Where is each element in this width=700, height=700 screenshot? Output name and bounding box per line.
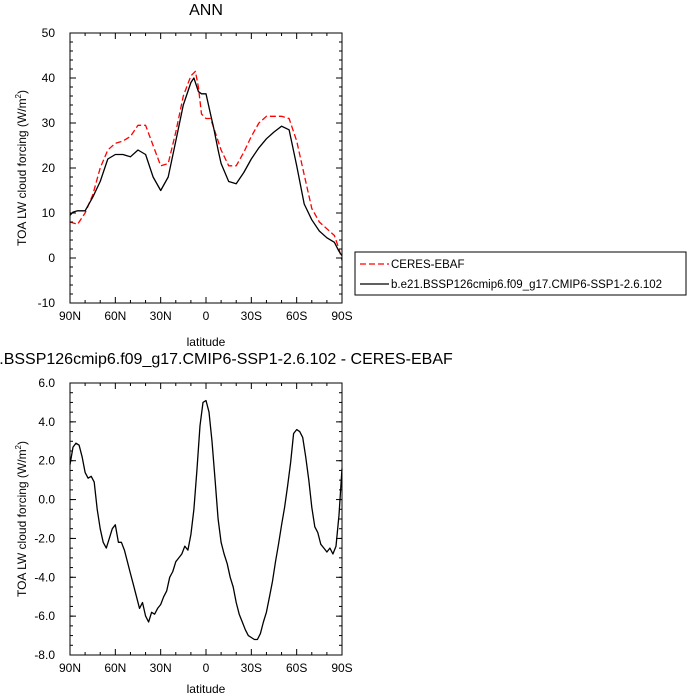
chart-panel-2: b.e21.BSSP126cmip6.f09_g17.CMIP6-SSP1-2.… bbox=[0, 351, 453, 696]
y-tick-label: 0 bbox=[48, 251, 55, 265]
x-tick-label: 90N bbox=[59, 661, 81, 675]
y-tick-label: 6.0 bbox=[38, 376, 55, 390]
x-tick-label: 90S bbox=[331, 309, 352, 323]
x-tick-label: 90N bbox=[59, 309, 81, 323]
x-tick-label: 30N bbox=[150, 661, 172, 675]
y-axis-label-superscript: 2 bbox=[14, 93, 23, 98]
x-tick-label: 30N bbox=[150, 309, 172, 323]
y-tick-label: -8.0 bbox=[34, 648, 55, 662]
series-line-1 bbox=[69, 70, 343, 261]
y-tick-label: 2.0 bbox=[38, 454, 55, 468]
chart-title: b.e21.BSSP126cmip6.f09_g17.CMIP6-SSP1-2.… bbox=[0, 351, 453, 368]
y-tick-label: 4.0 bbox=[38, 415, 55, 429]
legend-label-1: CERES-EBAF bbox=[391, 259, 465, 271]
series-line-2 bbox=[69, 77, 343, 257]
x-tick-label: 60S bbox=[286, 661, 307, 675]
x-tick-label: 60N bbox=[104, 661, 126, 675]
x-tick-label: 0 bbox=[203, 309, 210, 323]
y-tick-label: -2.0 bbox=[34, 531, 55, 545]
x-tick-label: 60N bbox=[104, 309, 126, 323]
x-tick-label: 0 bbox=[203, 661, 210, 675]
legend-label-2: b.e21.BSSP126cmip6.f09_g17.CMIP6-SSP1-2.… bbox=[391, 279, 662, 291]
y-tick-label: -6.0 bbox=[34, 609, 55, 623]
x-axis-label: latitude bbox=[187, 682, 226, 696]
y-axis-label: TOA LW cloud forcing (W/m2) bbox=[14, 441, 29, 597]
chart-panel-1: ANN 90N 60N 30N 0 30S 60S 90S -10 0 10 20 30 40 50 lati… bbox=[14, 2, 687, 349]
x-axis-label: latitude bbox=[187, 335, 226, 349]
y-tick-label: 20 bbox=[42, 161, 56, 175]
y-tick-label: 10 bbox=[42, 206, 56, 220]
x-tick-label: 30S bbox=[241, 309, 262, 323]
y-tick-label: 40 bbox=[42, 71, 56, 85]
y-axis-label: TOA LW cloud forcing (W/m2) bbox=[14, 90, 29, 246]
y-tick-label: 30 bbox=[42, 116, 56, 130]
legend-box bbox=[354, 251, 687, 296]
plot-frame bbox=[69, 382, 343, 656]
x-tick-label: 60S bbox=[286, 309, 307, 323]
plot-frame bbox=[69, 32, 343, 304]
y-tick-label: -10 bbox=[38, 296, 56, 310]
x-tick-label: 90S bbox=[331, 661, 352, 675]
y-axis-label-text: TOA LW cloud forcing (W/m bbox=[15, 449, 29, 597]
y-axis-label-superscript: 2 bbox=[14, 444, 23, 449]
y-tick-label: -4.0 bbox=[34, 570, 55, 584]
x-tick-label: 30S bbox=[241, 661, 262, 675]
y-axis-label-text: TOA LW cloud forcing (W/m bbox=[15, 98, 29, 246]
series-line-1 bbox=[69, 399, 343, 641]
legend: CERES-EBAF b.e21.BSSP126cmip6.f09_g17.CMI… bbox=[354, 251, 687, 296]
y-axis-label-tail: ) bbox=[15, 441, 29, 445]
y-tick-label: 50 bbox=[42, 26, 56, 40]
y-tick-label: 0.0 bbox=[38, 493, 55, 507]
y-axis-label-tail: ) bbox=[15, 90, 29, 94]
chart-title: ANN bbox=[189, 2, 223, 19]
